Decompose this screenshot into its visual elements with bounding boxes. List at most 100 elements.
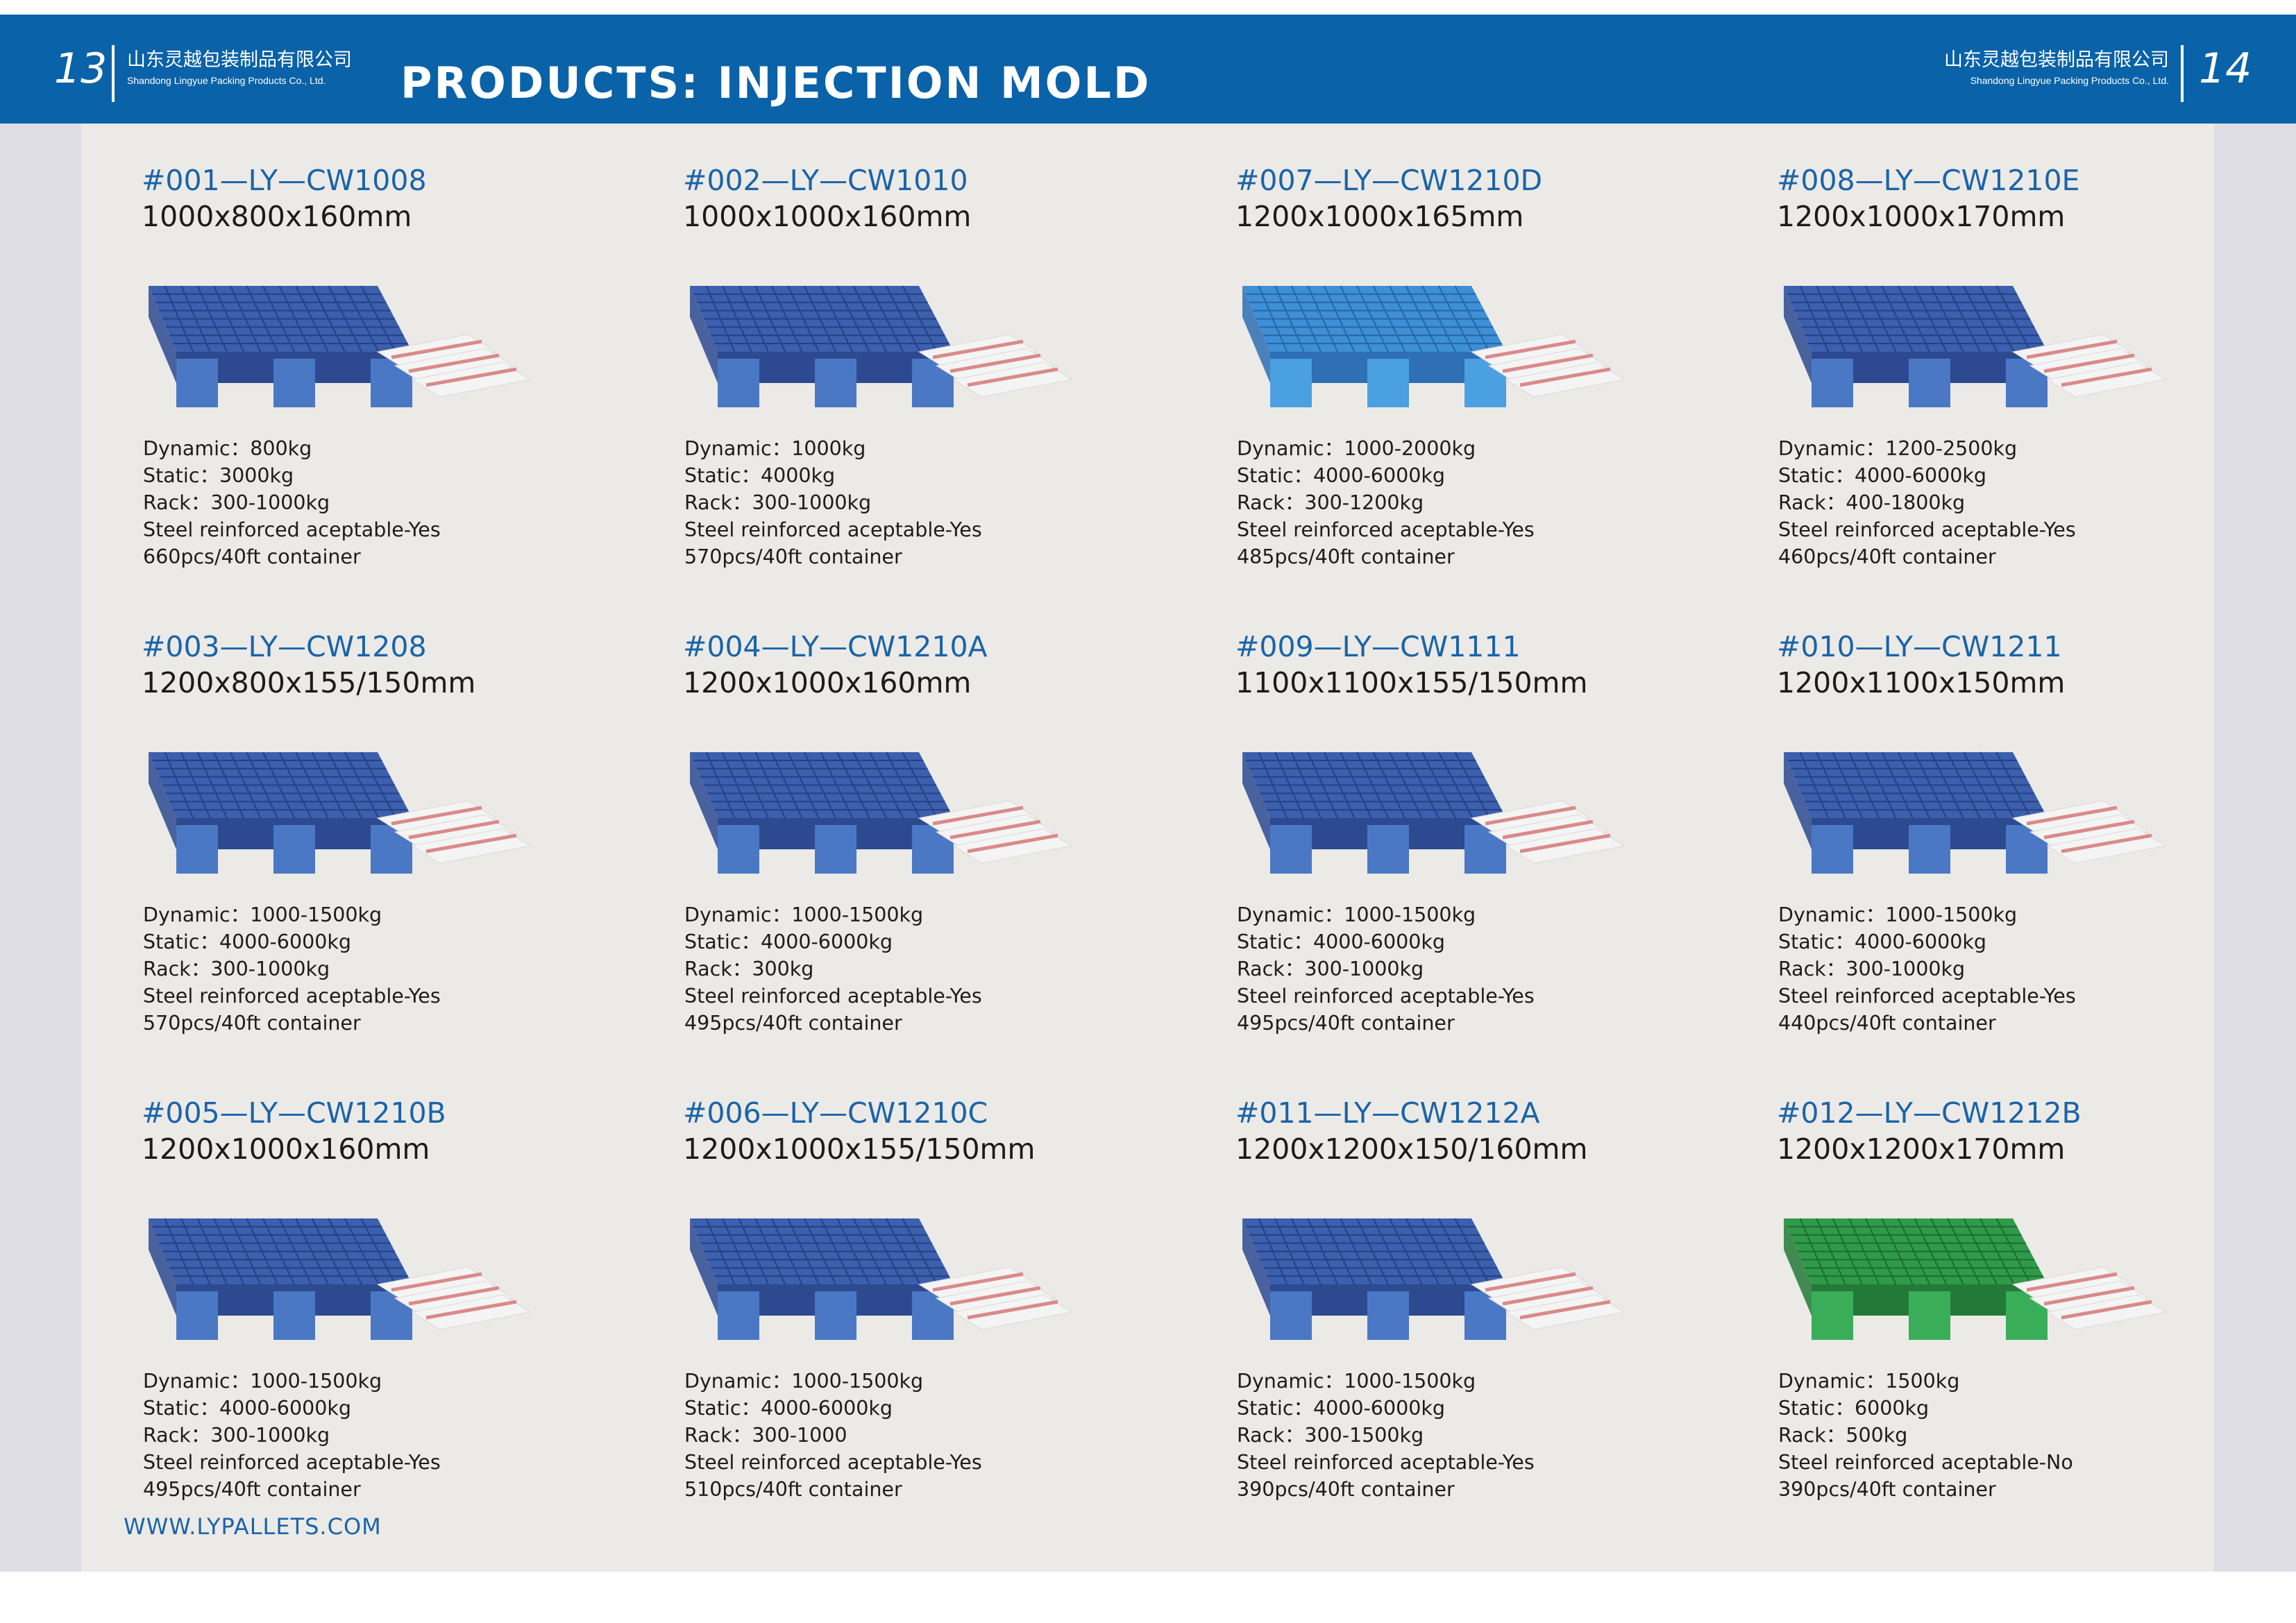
product-size: 1200x800x155/150mm xyxy=(142,666,476,699)
product-code: #003—LY—CW1208 xyxy=(142,630,427,663)
header-divider-left xyxy=(112,45,115,102)
product-card: #008—LY—CW1210E 1200x1000x170mm Dynamic：… xyxy=(1777,161,2263,577)
website-url: WWW.LYPALLETS.COM xyxy=(124,1513,382,1540)
spec-rack: Rack：300-1000kg xyxy=(143,491,330,514)
spec-rack: Rack：300-1500kg xyxy=(1237,1424,1424,1447)
spec-container: 495pcs/40ft container xyxy=(684,1012,902,1035)
catalog-header-bar: 13 山东灵越包装制品有限公司 Shandong Lingyue Packing… xyxy=(0,15,2296,124)
spec-steel-reinforced: Steel reinforced aceptable-Yes xyxy=(143,1451,441,1474)
spec-steel-reinforced: Steel reinforced aceptable-Yes xyxy=(1237,1451,1535,1474)
header-divider-right xyxy=(2181,45,2184,102)
product-code: #011—LY—CW1212A xyxy=(1235,1096,1540,1130)
spec-dynamic: Dynamic：1500kg xyxy=(1778,1370,1960,1393)
spec-steel-reinforced: Steel reinforced aceptable-Yes xyxy=(143,518,441,541)
product-size: 1200x1100x150mm xyxy=(1777,666,2066,699)
pallet-image xyxy=(149,751,532,874)
pallet-image xyxy=(690,751,1073,874)
spec-steel-reinforced: Steel reinforced aceptable-Yes xyxy=(684,518,982,541)
spec-static: Static：4000-6000kg xyxy=(1778,931,1986,953)
product-card: #002—LY—CW1010 1000x1000x160mm Dynamic：1… xyxy=(683,161,1169,577)
product-code: #005—LY—CW1210B xyxy=(142,1096,446,1130)
spec-container: 495pcs/40ft container xyxy=(1237,1012,1455,1035)
product-card: #012—LY—CW1212B 1200x1200x170mm Dynamic：… xyxy=(1777,1094,2263,1510)
spec-static: Static：4000-6000kg xyxy=(684,931,893,953)
spec-dynamic: Dynamic：1000-2000kg xyxy=(1237,437,1476,460)
page-side-margin-left xyxy=(0,124,81,1572)
spec-container: 510pcs/40ft container xyxy=(684,1478,902,1501)
pallet-image xyxy=(1784,285,2167,407)
product-size: 1200x1000x170mm xyxy=(1777,200,2066,233)
spec-static: Static：4000-6000kg xyxy=(143,1397,351,1420)
pallet-image xyxy=(1784,1218,2167,1340)
product-card: #003—LY—CW1208 1200x800x155/150mm Dynami… xyxy=(142,627,627,1044)
product-code: #006—LY—CW1210C xyxy=(683,1096,988,1130)
product-specs: Dynamic：1000-1500kg Static：4000-6000kg R… xyxy=(684,901,982,1037)
pallet-image xyxy=(1242,751,1626,874)
pallet-image xyxy=(1242,285,1626,407)
spec-static: Static：4000-6000kg xyxy=(1237,1397,1445,1420)
pallet-image xyxy=(1784,751,2167,874)
product-code: #001—LY—CW1008 xyxy=(142,164,427,197)
spec-rack: Rack：300-1200kg xyxy=(1237,491,1424,514)
product-card: #005—LY—CW1210B 1200x1000x160mm Dynamic：… xyxy=(142,1094,627,1510)
spec-container: 570pcs/40ft container xyxy=(684,545,902,568)
product-size: 1200x1000x165mm xyxy=(1235,200,1524,233)
spec-steel-reinforced: Steel reinforced aceptable-Yes xyxy=(1237,985,1535,1008)
product-size: 1100x1100x155/150mm xyxy=(1235,666,1588,699)
spec-container: 390pcs/40ft container xyxy=(1778,1478,1996,1501)
product-code: #007—LY—CW1210D xyxy=(1235,164,1543,197)
company-name-left: 山东灵越包装制品有限公司 Shandong Lingyue Packing Pr… xyxy=(127,49,352,87)
spec-container: 570pcs/40ft container xyxy=(143,1012,361,1035)
spec-static: Static：4000-6000kg xyxy=(1237,931,1445,953)
spec-static: Static：4000-6000kg xyxy=(1778,464,1986,487)
product-specs: Dynamic：1500kg Static：6000kg Rack：500kg … xyxy=(1778,1368,2073,1503)
spec-rack: Rack：400-1800kg xyxy=(1778,491,1966,514)
product-size: 1200x1000x160mm xyxy=(142,1132,430,1166)
product-size: 1200x1000x155/150mm xyxy=(683,1132,1036,1166)
spec-rack: Rack：300-1000kg xyxy=(1237,958,1424,980)
spec-static: Static：4000-6000kg xyxy=(684,1397,893,1420)
spec-steel-reinforced: Steel reinforced aceptable-Yes xyxy=(684,985,982,1008)
spec-rack: Rack：300kg xyxy=(684,958,814,980)
product-specs: Dynamic：1000kg Static：4000kg Rack：300-10… xyxy=(684,435,982,570)
product-size: 1200x1200x170mm xyxy=(1777,1132,2066,1166)
spec-container: 390pcs/40ft container xyxy=(1237,1478,1455,1501)
spec-rack: Rack：300-1000kg xyxy=(143,958,330,980)
spec-dynamic: Dynamic：1000-1500kg xyxy=(684,1370,924,1393)
product-card: #009—LY—CW1111 1100x1100x155/150mm Dynam… xyxy=(1235,627,1721,1044)
product-code: #012—LY—CW1212B xyxy=(1777,1096,2082,1130)
product-code: #002—LY—CW1010 xyxy=(683,164,968,197)
pallet-image xyxy=(149,1218,532,1340)
spec-dynamic: Dynamic：1000-1500kg xyxy=(143,903,382,926)
product-code: #004—LY—CW1210A xyxy=(683,630,988,663)
spec-steel-reinforced: Steel reinforced aceptable-No xyxy=(1778,1451,2073,1474)
product-size: 1000x800x160mm xyxy=(142,200,412,233)
spec-dynamic: Dynamic：1000kg xyxy=(684,437,866,460)
product-card: #001—LY—CW1008 1000x800x160mm Dynamic：80… xyxy=(142,161,627,577)
product-specs: Dynamic：1000-1500kg Static：4000-6000kg R… xyxy=(1237,901,1535,1037)
pallet-image xyxy=(1242,1218,1626,1340)
spec-dynamic: Dynamic：1000-1500kg xyxy=(1237,903,1476,926)
spec-steel-reinforced: Steel reinforced aceptable-Yes xyxy=(1237,518,1535,541)
spec-dynamic: Dynamic：1000-1500kg xyxy=(684,903,924,926)
spec-steel-reinforced: Steel reinforced aceptable-Yes xyxy=(1778,985,2076,1008)
spec-dynamic: Dynamic：1000-1500kg xyxy=(1237,1370,1476,1393)
page-title: PRODUCTS: INJECTION MOLD xyxy=(400,58,1151,108)
product-code: #009—LY—CW1111 xyxy=(1235,630,1521,663)
product-specs: Dynamic：1000-1500kg Static：4000-6000kg R… xyxy=(143,901,441,1037)
page-number-left: 13 xyxy=(54,44,108,93)
product-specs: Dynamic：800kg Static：3000kg Rack：300-100… xyxy=(143,435,441,570)
company-name-en: Shandong Lingyue Packing Products Co., L… xyxy=(1970,75,2169,86)
spec-static: Static：3000kg xyxy=(143,464,294,487)
spec-static: Static：4000kg xyxy=(684,464,836,487)
spec-container: 495pcs/40ft container xyxy=(143,1478,361,1501)
product-card: #004—LY—CW1210A 1200x1000x160mm Dynamic：… xyxy=(683,627,1169,1044)
spec-steel-reinforced: Steel reinforced aceptable-Yes xyxy=(1778,518,2076,541)
spec-steel-reinforced: Steel reinforced aceptable-Yes xyxy=(143,985,441,1008)
product-specs: Dynamic：1000-1500kg Static：4000-6000kg R… xyxy=(1237,1368,1535,1503)
spec-dynamic: Dynamic：1000-1500kg xyxy=(1778,903,2018,926)
spec-dynamic: Dynamic：1000-1500kg xyxy=(143,1370,382,1393)
spec-rack: Rack：300-1000 xyxy=(684,1424,847,1447)
product-card: #010—LY—CW1211 1200x1100x150mm Dynamic：1… xyxy=(1777,627,2263,1044)
pallet-image xyxy=(149,285,532,407)
